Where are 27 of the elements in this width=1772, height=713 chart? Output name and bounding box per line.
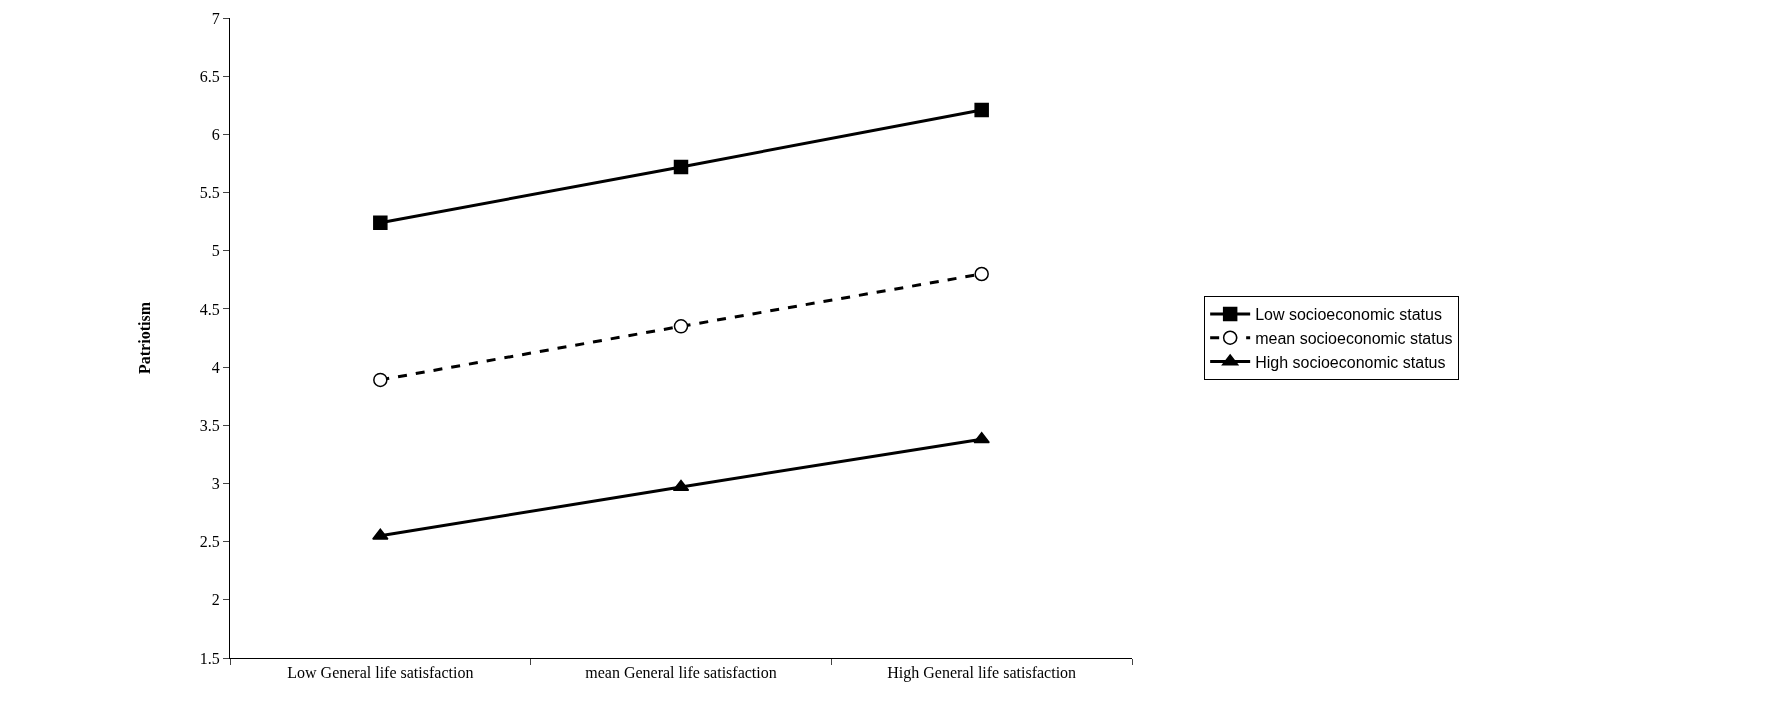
point: [974, 266, 989, 282]
y-tick-label: 3.5: [199, 416, 220, 434]
point: [973, 431, 990, 444]
point: [373, 372, 388, 388]
y-tick-label: 7: [211, 9, 220, 27]
x-tick-label: High General life satisfaction: [887, 664, 1077, 683]
x-tick-label: Low General life satisfaction: [287, 664, 474, 682]
y-tick-label: 6: [211, 125, 220, 143]
y-tick-label: 3: [211, 475, 220, 493]
point: [974, 102, 989, 118]
legend-label: Low socioeconomic status: [1255, 306, 1442, 324]
y-tick-label: 2.5: [199, 533, 220, 551]
y-tick-label: 2: [211, 591, 220, 609]
y-tick-label: 4: [211, 358, 220, 376]
legend-label: High socioeconomic status: [1255, 353, 1446, 371]
point: [373, 215, 388, 231]
y-tick-label: 5: [211, 242, 220, 260]
y-tick-label: 1.5: [199, 649, 220, 667]
y-axis-title: Patriotism: [135, 301, 153, 374]
point: [673, 159, 689, 175]
y-tick-label: 4.5: [199, 300, 220, 318]
point: [673, 319, 689, 334]
y-tick-label: 5.5: [199, 184, 220, 202]
y-tick-label: 6.5: [199, 67, 220, 85]
legend-label: mean socioeconomic status: [1255, 329, 1453, 347]
x-tick-label: mean General life satisfaction: [585, 664, 777, 682]
point: [372, 528, 389, 540]
